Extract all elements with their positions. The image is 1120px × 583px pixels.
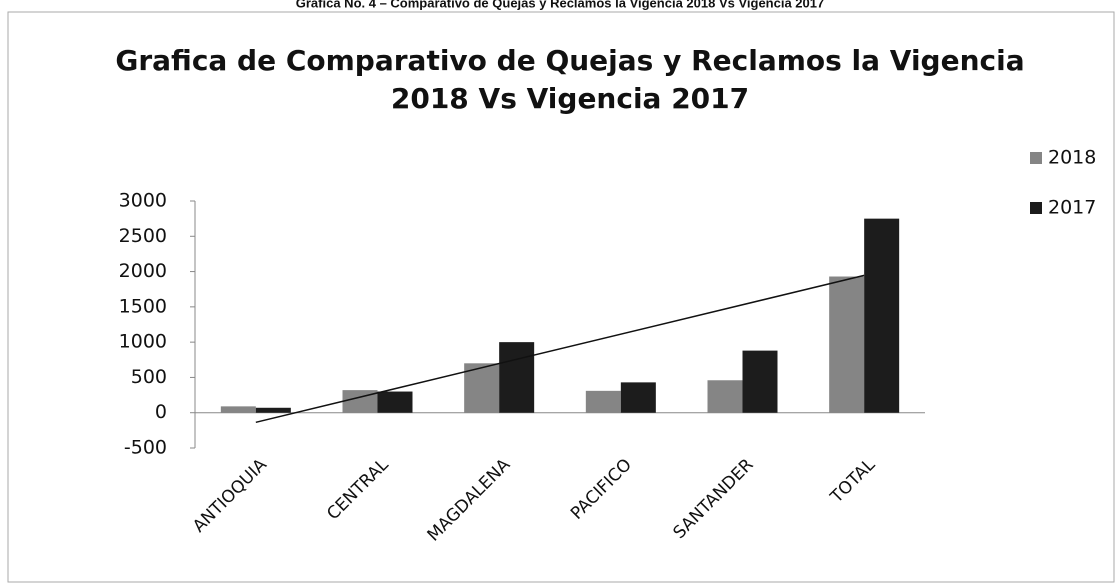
x-tick-label: CENTRAL [323,455,393,525]
y-tick-label: 0 [155,401,167,423]
bar [620,382,656,413]
bar [220,406,256,413]
y-tick-label: 2500 [119,225,167,247]
bar [585,390,621,413]
y-tick-label: 1000 [119,331,167,353]
y-tick-label: 500 [131,366,167,388]
bar [742,350,778,413]
x-tick-label: SANTANDER [670,455,758,543]
legend-swatch [1030,202,1042,214]
bar [464,363,500,413]
legend-label: 2017 [1048,197,1096,219]
caption: Grafica No. 4 – Comparativo de Quejas y … [296,0,824,10]
bar [707,380,743,413]
legend-label: 2018 [1048,147,1096,169]
bar [864,218,900,413]
bar [255,407,291,413]
chart-border [7,11,1115,583]
trendline [255,274,865,424]
y-tick-label: 3000 [119,190,167,212]
legend-swatch [1030,152,1042,164]
y-tick-label: -500 [124,437,167,459]
chart-title: 2018 Vs Vigencia 2017 [391,82,749,115]
chart-title: Grafica de Comparativo de Quejas y Recla… [115,44,1024,77]
bar [499,342,535,413]
x-tick-label: MAGDALENA [424,455,515,546]
x-tick-label: ANTIOQUIA [189,455,271,537]
bar [829,276,865,413]
x-tick-label: TOTAL [826,455,879,508]
bar [377,391,413,413]
y-tick-label: 2000 [119,260,167,282]
x-tick-label: PACIFICO [567,455,636,524]
y-tick-label: 1500 [119,295,167,317]
